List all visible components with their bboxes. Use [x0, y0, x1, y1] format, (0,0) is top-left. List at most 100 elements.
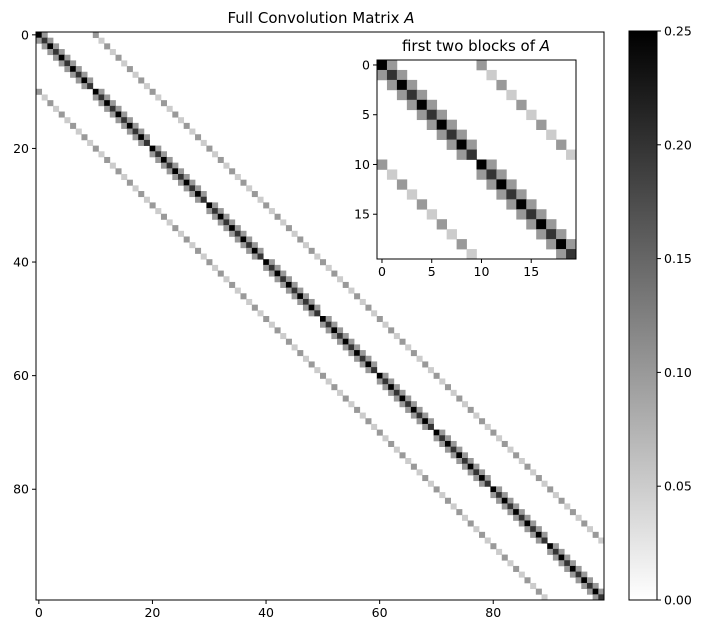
heatmap-cell [109, 111, 116, 118]
heatmap-cell [507, 497, 514, 504]
heatmap-cell [466, 249, 477, 260]
heatmap-cell [47, 49, 54, 56]
heatmap-cell [115, 111, 122, 118]
heatmap-cell [507, 446, 514, 453]
heatmap-cell [274, 213, 281, 220]
heatmap-cell [516, 99, 527, 111]
y-tick-label: 60 [13, 368, 29, 383]
heatmap-cell [126, 66, 133, 73]
heatmap-cell [149, 202, 156, 209]
heatmap-cell [547, 486, 554, 493]
heatmap-cell [70, 60, 77, 67]
heatmap-cell [160, 162, 167, 169]
heatmap-cell [524, 526, 531, 533]
heatmap-cell [274, 270, 281, 277]
heatmap-cell [496, 435, 503, 442]
heatmap-cell [337, 333, 344, 340]
heatmap-cell [308, 298, 315, 305]
heatmap-cell [490, 543, 497, 550]
heatmap-cell [513, 452, 520, 459]
x-tick-label: 5 [428, 264, 436, 279]
heatmap-cell [456, 452, 463, 459]
heatmap-cell [359, 361, 366, 368]
y-tick-label: 80 [13, 482, 29, 497]
heatmap-cell [155, 208, 162, 215]
heatmap-cell [126, 179, 133, 186]
heatmap-cell [160, 156, 167, 163]
heatmap-cell [439, 440, 446, 447]
heatmap-cell [410, 350, 417, 357]
heatmap-cell [410, 463, 417, 470]
heatmap-cell [109, 100, 116, 107]
heatmap-cell [496, 179, 507, 190]
x-tick-label: 0 [35, 605, 43, 620]
heatmap-cell [246, 298, 253, 305]
heatmap-cell [121, 117, 128, 124]
heatmap-cell [354, 406, 361, 413]
heatmap-cell [47, 43, 54, 50]
heatmap-cell [172, 111, 179, 118]
heatmap-cell [297, 298, 304, 305]
heatmap-cell [536, 229, 547, 240]
heatmap-cell [291, 293, 298, 300]
heatmap-cell [516, 189, 527, 200]
heatmap-cell [331, 384, 338, 391]
heatmap-cell [456, 239, 467, 250]
heatmap-cell [64, 60, 71, 67]
heatmap-cell [388, 327, 395, 334]
heatmap-cell [47, 100, 54, 107]
heatmap-cell [285, 338, 292, 345]
heatmap-cell [484, 537, 491, 544]
heatmap-cell [405, 401, 412, 408]
heatmap-cell [501, 554, 508, 561]
heatmap-cell [552, 548, 559, 555]
heatmap-cell [530, 526, 537, 533]
heatmap-cell [473, 463, 480, 470]
heatmap-cell [149, 145, 156, 152]
heatmap-cell [467, 406, 474, 413]
heatmap-cell [473, 412, 480, 419]
heatmap-cell [376, 378, 383, 385]
heatmap-cell [81, 71, 88, 78]
heatmap-cell [371, 367, 378, 374]
heatmap-cell [592, 582, 599, 589]
heatmap-cell [405, 458, 412, 465]
heatmap-cell [223, 276, 230, 283]
heatmap-cell [386, 69, 398, 81]
heatmap-cell [382, 435, 389, 442]
heatmap-cell [98, 151, 105, 158]
heatmap-cell [189, 128, 196, 135]
heatmap-cell [439, 492, 446, 499]
heatmap-cell [75, 71, 82, 78]
heatmap-cell [382, 384, 389, 391]
heatmap-cell [285, 225, 292, 232]
heatmap-cell [81, 77, 88, 84]
heatmap-cell [251, 191, 258, 198]
heatmap-cell [467, 469, 474, 476]
heatmap-cell [234, 287, 241, 294]
heatmap-cell [426, 119, 438, 130]
heatmap-cell [371, 310, 378, 317]
heatmap-cell [155, 156, 162, 163]
heatmap-cell [331, 270, 338, 277]
heatmap-cell [70, 66, 77, 73]
heatmap-cell [456, 149, 467, 160]
heatmap-cell [526, 209, 537, 220]
heatmap-cell [354, 293, 361, 300]
heatmap-cell [104, 100, 111, 107]
heatmap-cell [476, 169, 487, 180]
colorbar-tick-label: 0.10 [664, 365, 692, 380]
heatmap-cell [556, 249, 567, 260]
heatmap-cell [427, 423, 434, 430]
heatmap-cell [229, 168, 236, 175]
heatmap-cell [444, 446, 451, 453]
heatmap-cell [433, 372, 440, 379]
heatmap-cell [206, 208, 213, 215]
heatmap-cell [325, 264, 332, 271]
heatmap-cell [297, 293, 304, 300]
heatmap-cell [229, 281, 236, 288]
heatmap-cell [416, 199, 428, 210]
heatmap-cell [234, 230, 241, 237]
heatmap-cell [41, 43, 48, 50]
heatmap-cell [143, 196, 150, 203]
